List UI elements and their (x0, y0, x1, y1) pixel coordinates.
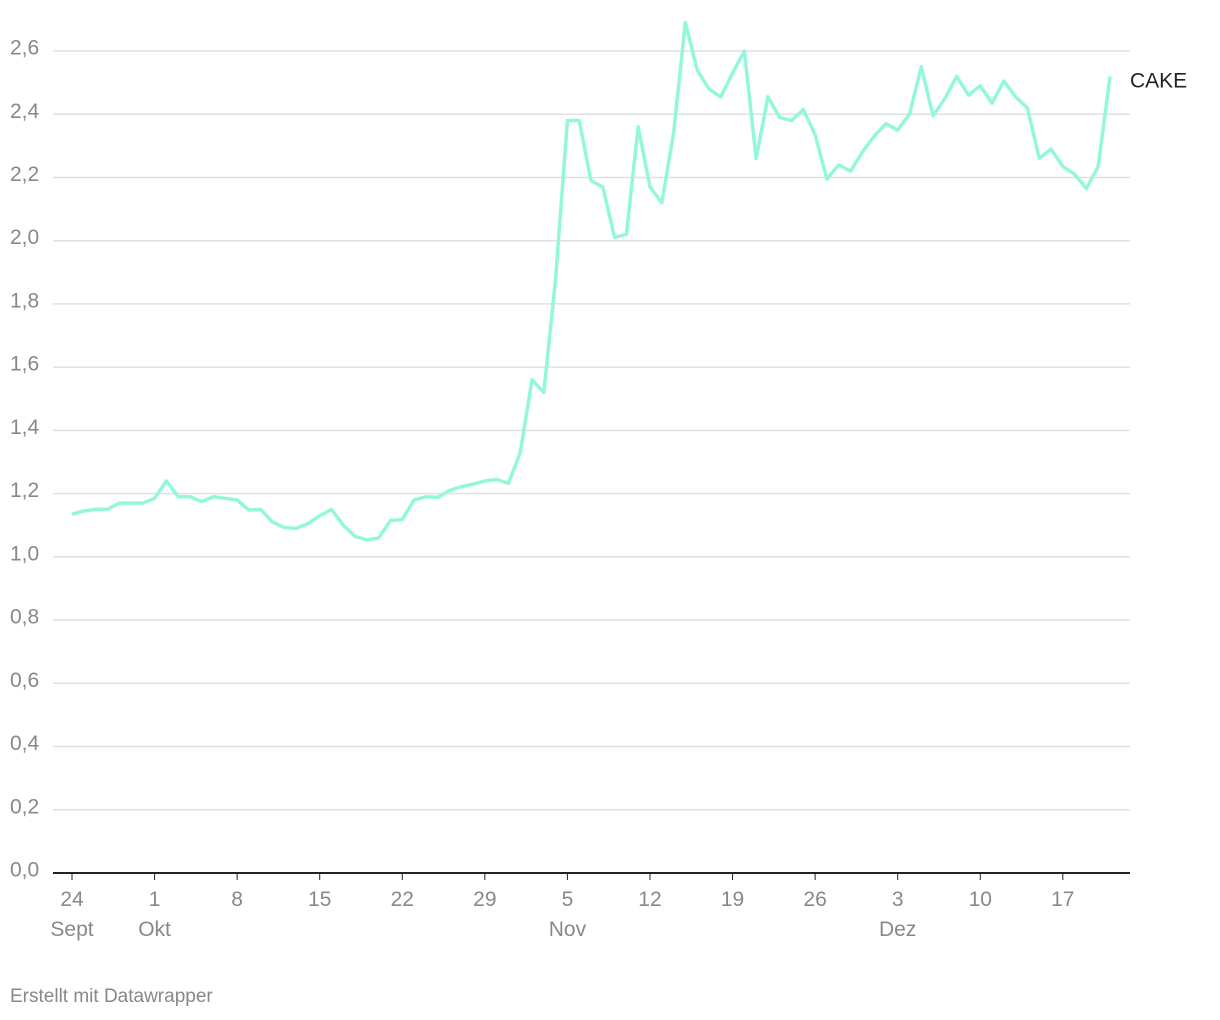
x-tick-label-line: Sept (50, 918, 93, 941)
x-tick-label-line: 22 (391, 888, 414, 911)
x-tick-label: 26 (803, 888, 826, 911)
x-tick-label: 8 (231, 888, 243, 911)
x-tick-label-line: 24 (60, 888, 84, 911)
y-tick-label: 0,2 (10, 795, 39, 818)
series-label: CAKE (1130, 70, 1187, 93)
x-tick-label-line: 12 (638, 888, 661, 911)
y-tick-label: 2,4 (10, 100, 40, 123)
x-tick-label: 19 (721, 888, 744, 911)
y-tick-label: 0,4 (10, 732, 40, 755)
y-tick-label: 1,4 (10, 416, 40, 439)
y-tick-label: 2,0 (10, 226, 39, 249)
y-tick-label: 0,0 (10, 859, 39, 882)
x-tick-label-line: 26 (803, 888, 826, 911)
x-tick-label: 1 Okt (138, 888, 171, 941)
x-tick-label-line: Okt (138, 918, 171, 941)
x-tick-label-line: 5 (562, 888, 574, 911)
x-tick-label-line: 15 (308, 888, 331, 911)
x-tick-label: 17 (1051, 888, 1074, 911)
x-tick-label-line: 8 (231, 888, 243, 911)
x-tick-label-line: 10 (969, 888, 992, 911)
x-tick-label: 15 (308, 888, 331, 911)
y-tick-label: 0,8 (10, 606, 39, 629)
y-tick-label: 2,6 (10, 37, 39, 60)
y-tick-label: 0,6 (10, 669, 39, 692)
y-tick-label: 2,2 (10, 163, 39, 186)
y-tick-label: 1,8 (10, 289, 39, 312)
x-tick-label: 3 Dez (879, 888, 916, 941)
x-tick-label: 29 (473, 888, 496, 911)
y-tick-label: 1,0 (10, 542, 39, 565)
x-tick-label: 10 (969, 888, 992, 911)
x-tick-label-line: Nov (549, 918, 587, 941)
y-tick-label: 1,6 (10, 353, 39, 376)
line (71, 20, 1112, 542)
footer: Erstellt mit Datawrapper (10, 986, 213, 1007)
x-tick-label: 24 Sept (50, 888, 93, 941)
x-tick-label-line: 17 (1051, 888, 1074, 911)
x-tick-label: 22 (391, 888, 414, 911)
x-tick-label-line: 29 (473, 888, 496, 911)
x-tick-label: 12 (638, 888, 661, 911)
x-tick-label: 5 Nov (549, 888, 587, 941)
x-tick-label-line: 1 (149, 888, 161, 911)
x-tick-label-line: Dez (879, 918, 916, 941)
x-tick-label-line: 3 (892, 888, 904, 911)
x-tick-label-line: 19 (721, 888, 744, 911)
y-tick-label: 1,2 (10, 479, 39, 502)
